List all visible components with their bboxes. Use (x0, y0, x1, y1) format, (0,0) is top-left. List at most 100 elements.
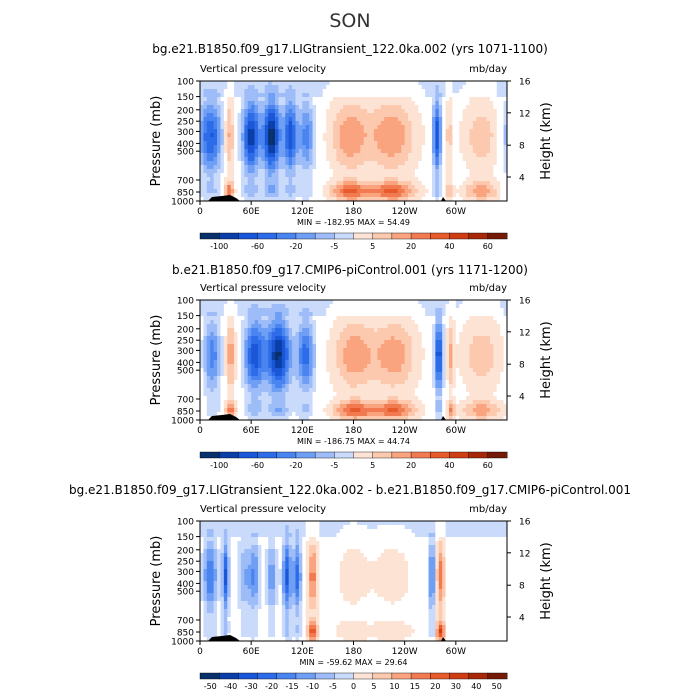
heatmap-cell (455, 93, 460, 98)
heatmap-cell (350, 101, 354, 106)
heatmap-cell (305, 352, 310, 357)
heatmap-cell (302, 380, 307, 385)
heatmap-cell (445, 360, 450, 365)
heatmap-cell (411, 125, 416, 130)
heatmap-cell (438, 336, 443, 341)
heatmap-cell (264, 400, 269, 405)
heatmap-cell (486, 173, 491, 178)
heatmap-cell (431, 392, 436, 397)
heatmap-cell (254, 137, 259, 142)
heatmap-cell (234, 340, 238, 345)
heatmap-cell (268, 372, 272, 377)
heatmap-cell (476, 161, 481, 166)
heatmap-cell (251, 145, 255, 150)
heatmap-cell (404, 185, 409, 190)
heatmap-cell (295, 165, 300, 170)
heatmap-cell (493, 85, 498, 90)
heatmap-cell (315, 380, 320, 385)
heatmap-cell (275, 177, 279, 182)
heatmap-cell (329, 81, 334, 86)
heatmap-cell (397, 388, 402, 393)
heatmap-cell (408, 89, 412, 94)
heatmap-cell (234, 189, 238, 194)
heatmap-cell (240, 324, 245, 329)
heatmap-cell (496, 133, 501, 138)
heatmap-cell (370, 376, 375, 381)
heatmap-cell (438, 360, 443, 365)
heatmap-cell (247, 165, 252, 170)
heatmap-cell (356, 388, 361, 393)
heatmap-cell (326, 161, 330, 166)
heatmap-cell (428, 177, 433, 182)
heatmap-cell (459, 197, 463, 202)
heatmap-cell (404, 129, 409, 134)
heatmap-cell (240, 384, 245, 389)
heatmap-cell (350, 89, 354, 94)
heatmap-cell (500, 141, 504, 146)
heatmap-cell (353, 328, 358, 333)
heatmap-cell (496, 129, 501, 134)
heatmap-cell (244, 316, 249, 321)
heatmap-cell (404, 364, 409, 369)
heatmap-cell (360, 332, 365, 337)
heatmap-cell (445, 352, 450, 357)
heatmap-cell (397, 336, 402, 341)
heatmap-cell (356, 137, 361, 142)
heatmap-cell (466, 173, 470, 178)
heatmap-cell (411, 161, 416, 166)
heatmap-cell (336, 185, 341, 190)
heatmap-cell (322, 340, 327, 345)
heatmap-cell (298, 336, 303, 341)
heatmap-cell (217, 125, 221, 130)
heatmap-cell (397, 316, 402, 321)
heatmap-cell (353, 113, 358, 118)
heatmap-cell (254, 384, 259, 389)
heatmap-cell (339, 89, 344, 94)
heatmap-cell (404, 173, 409, 178)
heatmap-cell (483, 177, 487, 182)
heatmap-cell (206, 360, 211, 365)
heatmap-cell (275, 320, 279, 325)
heatmap-cell (391, 412, 395, 417)
heatmap-cell (295, 332, 300, 337)
heatmap-cell (401, 360, 405, 365)
heatmap-cell (346, 181, 351, 186)
heatmap-cell (404, 304, 409, 309)
heatmap-cell (418, 304, 423, 309)
heatmap-cell (346, 400, 351, 405)
heatmap-cell (292, 300, 296, 305)
heatmap-cell (401, 157, 405, 162)
heatmap-cell (206, 161, 211, 166)
heatmap-cell (223, 169, 228, 174)
heatmap-cell (445, 392, 450, 397)
heatmap-cell (305, 364, 310, 369)
heatmap-cell (445, 348, 450, 353)
heatmap-cell (203, 312, 208, 317)
heatmap-cell (425, 396, 429, 401)
heatmap-cell (302, 308, 307, 313)
heatmap-cell (489, 81, 494, 86)
heatmap-cell (305, 320, 310, 325)
heatmap-cell (264, 388, 269, 393)
heatmap-cell (254, 85, 259, 90)
heatmap-cell (254, 153, 259, 158)
heatmap-cell (240, 368, 245, 373)
heatmap-cell (281, 81, 286, 86)
heatmap-cell (425, 384, 429, 389)
heatmap-cell (367, 129, 371, 134)
heatmap-cell (428, 153, 433, 158)
heatmap-cell (343, 149, 347, 154)
heatmap-cell (353, 173, 358, 178)
heatmap-cell (237, 89, 242, 94)
heatmap-cell (271, 121, 276, 126)
y2-tick-label: 8 (519, 142, 525, 152)
heatmap-cell (254, 376, 259, 381)
heatmap-cell (271, 304, 276, 309)
heatmap-cell (230, 85, 235, 90)
heatmap-cell (203, 197, 208, 202)
heatmap-cell (380, 149, 385, 154)
heatmap-cell (445, 396, 450, 401)
heatmap-cell (278, 193, 283, 198)
heatmap-cell (428, 133, 433, 138)
heatmap-cell (206, 105, 211, 110)
